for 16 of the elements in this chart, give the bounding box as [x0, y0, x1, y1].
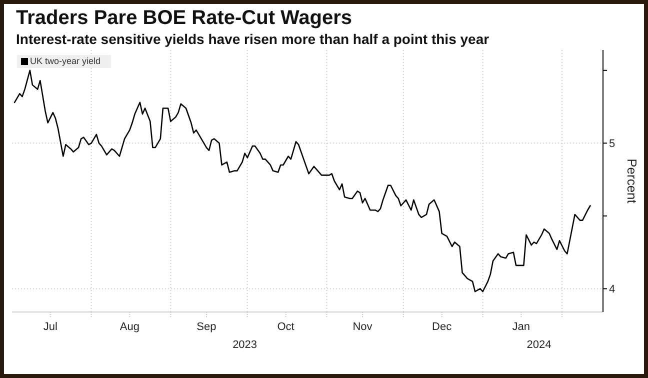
line-series: [14, 70, 591, 292]
x-tick-label: Oct: [277, 321, 294, 333]
x-tick-label: Dec: [432, 321, 452, 333]
x-tick-label: Nov: [352, 321, 373, 333]
x2-tick-label: 2024: [526, 338, 552, 351]
x-tick-label: Aug: [120, 321, 140, 333]
x2-tick-label: 2023: [232, 338, 258, 351]
x-tick-label: Sep: [196, 321, 216, 333]
y-axis-title: Percent: [624, 158, 640, 204]
y-tick-label: 5: [609, 138, 616, 150]
chart-subtitle: Interest-rate sensitive yields have risen more than half a point this year: [16, 31, 490, 47]
legend-label: UK two-year yield: [29, 55, 101, 68]
x-tick-label: Jan: [512, 321, 530, 333]
chart-title: Traders Pare BOE Rate-Cut Wagers: [16, 7, 352, 30]
x-tick-label: Jul: [43, 321, 58, 333]
y-tick-label: 4: [609, 284, 616, 296]
